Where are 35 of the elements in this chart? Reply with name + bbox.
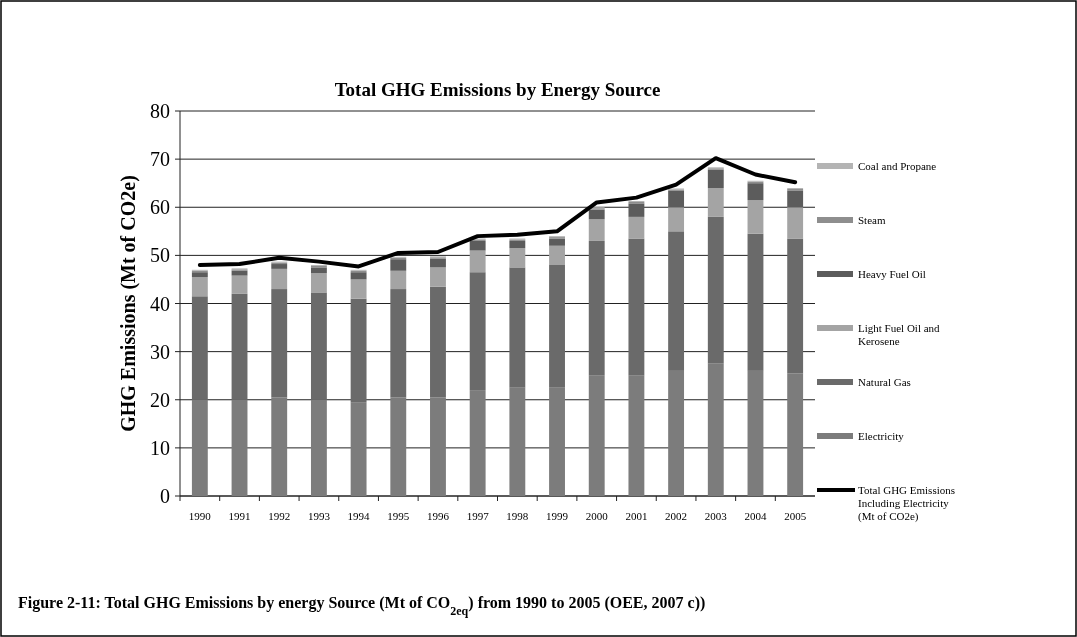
legend-label: Steam (858, 213, 886, 226)
legend-label: Total GHG Emissions Including Electricity (Mt of CO2e) (858, 483, 956, 524)
x-tick-label: 1991 (228, 510, 251, 522)
y-tick-label: 0 (160, 485, 170, 507)
x-tick-label: 2004 (744, 510, 767, 522)
y-tick-label: 20 (150, 388, 170, 411)
legend-label: Light Fuel Oil and Kerosene (858, 321, 941, 348)
y-tick-label: 60 (150, 196, 170, 219)
y-tick-label: 30 (150, 340, 170, 363)
x-tick-label: 1996 (426, 510, 450, 522)
y-axis-title: GHG Emissions (Mt of CO2e) (117, 175, 140, 432)
legend-label: Heavy Fuel Oil (858, 267, 926, 280)
y-tick-label: 80 (150, 100, 170, 122)
x-tick-label: 1999 (546, 510, 569, 522)
legend-label: Coal and Propane (858, 159, 937, 172)
x-tick-label: 2003 (704, 510, 728, 522)
y-tick-label: 50 (150, 244, 170, 267)
caption: Figure 2-11: Total GHG Emissions by energy Source (Mt of CO$_{2eq}$) from 1990 to 2005 (OEE, 2007 c)) (18, 594, 706, 618)
x-tick-label: 1997 (466, 510, 490, 522)
x-tick-label: 1998 (506, 510, 529, 522)
x-tick-label: 1995 (387, 510, 410, 522)
x-tick-label: 1993 (307, 510, 331, 522)
y-tick-label: 10 (150, 436, 170, 459)
legend-label: Electricity (858, 429, 905, 442)
y-tick-label: 70 (150, 148, 170, 171)
x-tick-label: 1992 (268, 510, 291, 522)
x-tick-label: 2005 (784, 510, 807, 522)
x-tick-label: 2001 (625, 510, 648, 522)
x-tick-label: 1990 (188, 510, 212, 522)
x-tick-label: 2000 (585, 510, 609, 522)
chart-title: Total GHG Emissions by Energy Source (334, 79, 661, 100)
x-tick-label: 1994 (347, 510, 371, 522)
legend-label: Natural Gas (858, 375, 911, 388)
x-tick-label: 2002 (665, 510, 688, 522)
y-tick-label: 40 (150, 292, 170, 315)
